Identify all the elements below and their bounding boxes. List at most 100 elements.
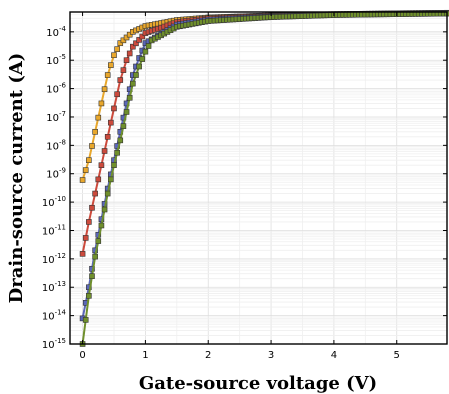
data-point	[117, 40, 124, 46]
y-tick-label-base: 10	[46, 141, 59, 152]
data-point	[117, 77, 124, 83]
data-point	[98, 162, 105, 168]
y-tick-label-exponent: -9	[59, 167, 66, 175]
data-point	[139, 33, 146, 40]
data-point	[120, 123, 127, 129]
data-point	[82, 317, 89, 323]
data-point	[145, 43, 152, 49]
y-tick-label-base: 10	[46, 85, 59, 96]
y-tick-label-base: 10	[46, 170, 59, 181]
data-point	[114, 46, 120, 52]
series-2	[79, 10, 449, 257]
data-point	[123, 109, 130, 115]
y-tick-label-exponent: -14	[55, 309, 67, 317]
data-point	[79, 251, 86, 257]
data-point	[120, 67, 127, 73]
data-point	[101, 86, 108, 93]
data-point	[89, 273, 95, 280]
data-point	[86, 157, 92, 163]
data-point	[136, 63, 142, 70]
y-tick-label-exponent: -10	[55, 195, 66, 203]
series-3	[79, 10, 449, 322]
data-point	[98, 100, 105, 107]
y-tick-label-exponent: -13	[55, 280, 66, 288]
y-tick-label: 10-14	[42, 309, 67, 323]
data-point	[104, 134, 111, 140]
data-point	[104, 190, 111, 197]
y-tick-label-exponent: -5	[59, 53, 66, 61]
y-tick-label: 10-15	[42, 337, 66, 351]
data-point	[130, 80, 136, 87]
y-tick-label-base: 10	[46, 28, 59, 39]
data-point	[92, 129, 98, 135]
tick-labels: 0 1 2 3 4 510-1510-1410-1310-1210-1110-1010-9…	[42, 25, 400, 361]
data-point	[92, 253, 98, 260]
y-axis-title: Drain-source current (A)	[6, 53, 27, 304]
x-tick-label: 2	[205, 350, 211, 361]
data-point	[126, 94, 133, 101]
data-point	[95, 238, 102, 244]
y-tick-label-base: 10	[42, 312, 55, 323]
data-point	[89, 204, 95, 211]
y-tick-label: 10-5	[46, 53, 66, 67]
data-point	[117, 137, 124, 144]
data-point	[108, 119, 114, 126]
data-point	[89, 143, 95, 149]
y-tick-label-base: 10	[42, 255, 55, 266]
y-tick-label-base: 10	[42, 226, 55, 237]
x-tick-label: 3	[268, 350, 274, 361]
data-point	[108, 176, 114, 183]
data-point	[126, 50, 133, 57]
data-point	[98, 222, 105, 229]
y-tick-label: 10-9	[46, 167, 66, 181]
data-point	[111, 162, 117, 168]
data-point	[111, 52, 117, 59]
data-point	[104, 72, 111, 78]
data-point	[126, 31, 133, 38]
y-tick-label: 10-10	[42, 195, 66, 209]
data-point	[114, 149, 120, 156]
data-point	[136, 37, 142, 43]
y-tick-label-exponent: -12	[55, 252, 66, 260]
data-point	[114, 91, 120, 98]
data-point	[86, 292, 92, 299]
x-tick-label: 4	[331, 350, 337, 361]
data-point	[133, 40, 139, 47]
y-tick-label-exponent: -11	[55, 223, 66, 231]
y-tick-label: 10-4	[46, 25, 66, 39]
x-axis-title: Gate-source voltage (V)	[139, 373, 377, 394]
series-line	[81, 12, 448, 255]
data-point	[82, 167, 89, 173]
y-tick-label: 10-12	[42, 252, 66, 266]
data-point	[101, 148, 108, 154]
ticks	[70, 12, 447, 345]
y-tick-label-base: 10	[42, 340, 55, 351]
x-tick-label: 5	[394, 350, 400, 361]
data-point	[79, 177, 86, 183]
y-tick-label-base: 10	[46, 113, 59, 124]
y-tick-label-base: 10	[42, 198, 55, 209]
x-tick-label: 1	[142, 350, 148, 361]
y-tick-label: 10-11	[42, 223, 66, 237]
y-tick-label: 10-8	[46, 138, 66, 152]
y-tick-label: 10-7	[46, 110, 66, 124]
y-tick-label-exponent: -7	[59, 110, 66, 118]
data-point	[108, 62, 114, 68]
data-point	[142, 48, 149, 55]
data-point	[92, 190, 98, 197]
data-point	[133, 72, 139, 78]
y-tick-label-base: 10	[42, 283, 55, 294]
data-point	[123, 34, 130, 41]
data-point	[95, 176, 102, 183]
data-point	[123, 57, 130, 64]
data-point	[82, 235, 89, 241]
data-point	[101, 206, 108, 213]
data-point	[86, 219, 92, 225]
y-tick-label-base: 10	[46, 56, 59, 67]
plot-frame	[69, 11, 448, 345]
data-point	[95, 114, 102, 121]
x-tick-label: 0	[79, 350, 85, 361]
data-point	[111, 105, 117, 112]
